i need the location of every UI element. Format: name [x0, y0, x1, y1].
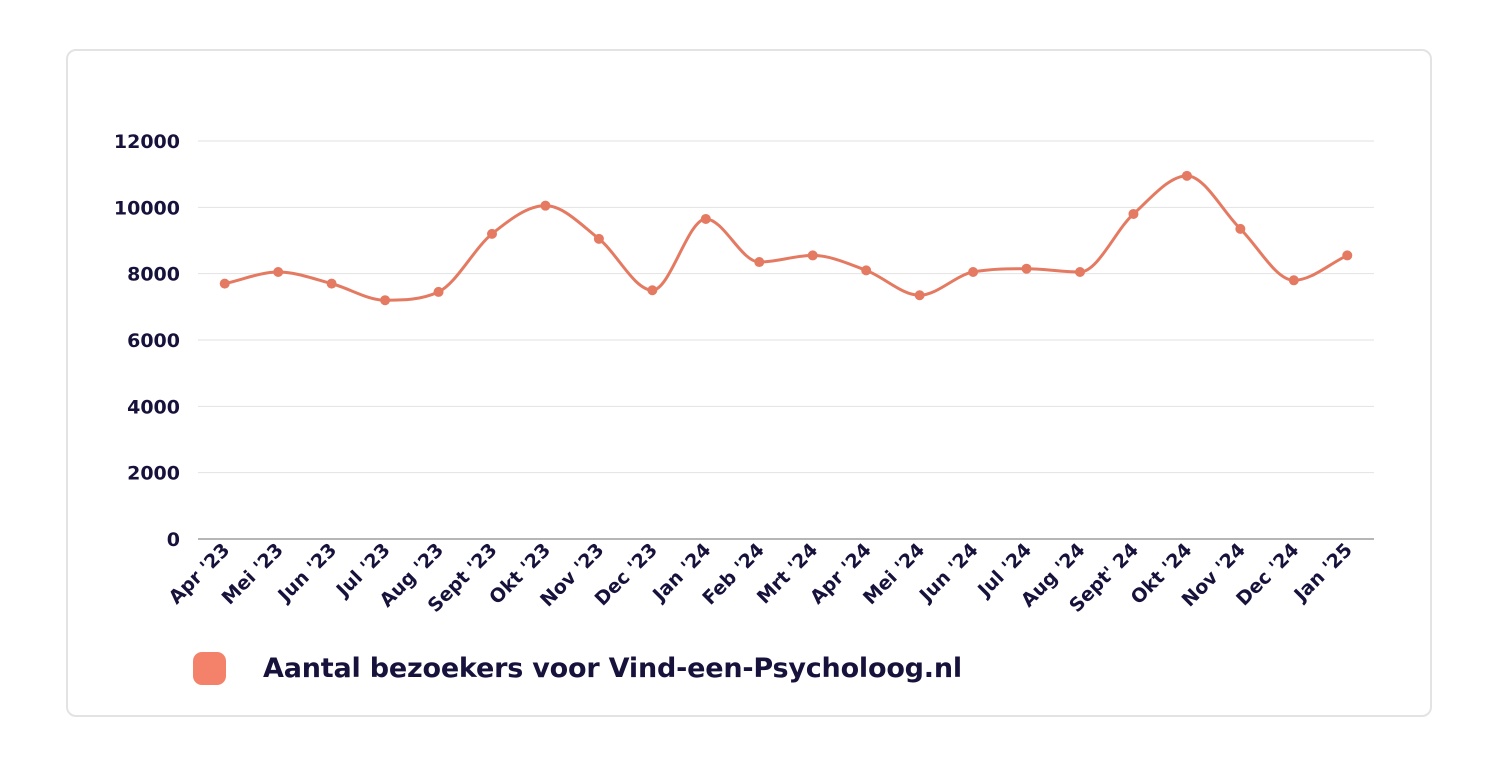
- legend-label: Aantal bezoekers voor Vind-een-Psycholoo…: [263, 652, 962, 684]
- data-point[interactable]: [1128, 208, 1139, 219]
- data-point[interactable]: [1288, 275, 1299, 286]
- y-tick-label: 0: [167, 529, 180, 551]
- data-point[interactable]: [700, 213, 711, 224]
- y-axis-ticks: 0 2000 4000 6000 8000 10000 12000: [114, 131, 180, 551]
- y-tick-label: 2000: [127, 463, 180, 485]
- data-point[interactable]: [1235, 223, 1246, 234]
- y-tick-label: 6000: [127, 330, 180, 352]
- y-tick-label: 8000: [127, 264, 180, 286]
- y-tick-label: 4000: [127, 396, 180, 418]
- series-line: [224, 174, 1348, 302]
- data-point[interactable]: [219, 278, 230, 289]
- data-point[interactable]: [807, 250, 818, 261]
- data-point[interactable]: [273, 267, 284, 278]
- data-point[interactable]: [914, 290, 925, 301]
- data-point[interactable]: [487, 228, 497, 239]
- x-tick-label: Jun '24: [914, 539, 983, 608]
- data-point[interactable]: [1181, 170, 1192, 181]
- data-point[interactable]: [326, 278, 337, 289]
- y-tick-label: 10000: [114, 197, 180, 219]
- chart-card: [66, 49, 1432, 717]
- legend-swatch: [193, 651, 226, 685]
- data-point[interactable]: [861, 265, 872, 276]
- series-layer: [219, 170, 1353, 306]
- data-point[interactable]: [540, 200, 551, 211]
- data-point[interactable]: [1075, 267, 1085, 278]
- x-tick-label: Jun '23: [273, 539, 342, 608]
- data-point[interactable]: [968, 267, 979, 278]
- data-point[interactable]: [1342, 250, 1353, 261]
- data-point[interactable]: [433, 286, 444, 297]
- data-point[interactable]: [754, 257, 765, 268]
- data-point[interactable]: [380, 295, 391, 306]
- legend[interactable]: Aantal bezoekers voor Vind-een-Psycholoo…: [193, 648, 962, 688]
- grid-lines: [198, 140, 1374, 540]
- data-point[interactable]: [1021, 263, 1032, 274]
- data-point[interactable]: [593, 233, 604, 244]
- x-tick-label: Jan '25: [1289, 539, 1357, 607]
- y-tick-label: 12000: [114, 131, 180, 153]
- data-point[interactable]: [647, 285, 658, 296]
